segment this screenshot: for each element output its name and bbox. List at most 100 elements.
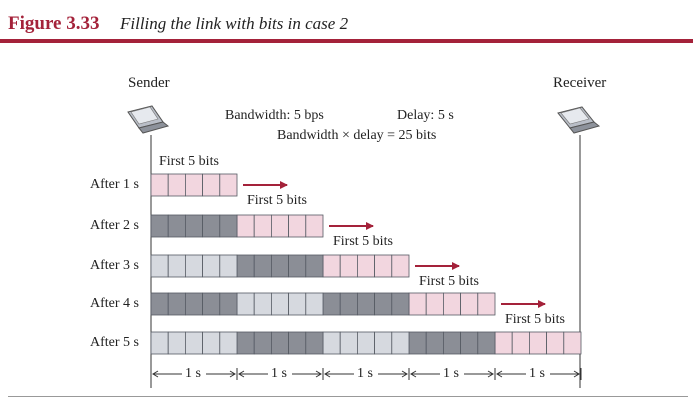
first-bits-label: First 5 bits — [159, 154, 219, 169]
sender-laptop-icon — [127, 105, 170, 134]
timeline-arrowhead — [229, 370, 236, 378]
bit-cell — [150, 331, 169, 355]
timeline-label: 1 s — [529, 366, 545, 381]
bit-cell — [219, 254, 238, 278]
timeline-label: 1 s — [271, 366, 287, 381]
bit-cell — [563, 331, 582, 355]
bit-cell — [408, 292, 427, 316]
timeline-arrowhead — [315, 370, 322, 378]
bit-cell — [408, 331, 427, 355]
timeline-label: 1 s — [443, 366, 459, 381]
bit-cell — [425, 331, 444, 355]
bandwidth-delay-product-label: Bandwidth × delay = 25 bits — [277, 128, 437, 143]
bit-cell — [356, 292, 375, 316]
bit-cell — [167, 331, 186, 355]
bit-cell — [202, 214, 221, 238]
first-bits-label: First 5 bits — [247, 193, 307, 208]
bit-cell — [184, 173, 203, 197]
bit-cell — [236, 254, 255, 278]
timeline-arrowhead — [496, 370, 503, 378]
header-rule — [0, 39, 693, 43]
timeline — [150, 368, 582, 380]
bit-cell — [270, 214, 289, 238]
bit-cell — [391, 331, 410, 355]
bit-cell — [322, 331, 341, 355]
bit-cell — [442, 292, 461, 316]
receiver-label: Receiver — [553, 75, 607, 91]
bit-cell — [442, 331, 461, 355]
bit-cell — [339, 292, 358, 316]
bit-cell — [236, 292, 255, 316]
bit-cell — [288, 331, 307, 355]
bit-cell — [167, 254, 186, 278]
bit-cell — [305, 292, 324, 316]
bit-cell — [305, 331, 324, 355]
bit-cell — [305, 254, 324, 278]
bit-cell — [494, 331, 513, 355]
delay-label: Delay: 5 s — [397, 108, 454, 123]
figure-label: Figure 3.33 — [8, 13, 100, 34]
bit-cell — [184, 331, 203, 355]
bit-cell — [253, 292, 272, 316]
bit-cell — [270, 254, 289, 278]
bit-cell — [356, 254, 375, 278]
sender-label: Sender — [128, 75, 170, 91]
bit-cell — [270, 331, 289, 355]
receiver-laptop-icon — [557, 106, 601, 134]
bit-cell — [219, 173, 238, 197]
bit-cell — [184, 292, 203, 316]
bit-cell — [202, 254, 221, 278]
row-after-4s — [150, 292, 496, 316]
timeline-label: 1 s — [185, 366, 201, 381]
bit-cell — [253, 254, 272, 278]
bit-cell — [322, 292, 341, 316]
bit-cell — [184, 214, 203, 238]
bit-cell — [460, 292, 479, 316]
bit-cell — [219, 292, 238, 316]
bit-cell — [339, 331, 358, 355]
bit-cell — [305, 214, 324, 238]
bit-cell — [374, 254, 393, 278]
first-bits-label: First 5 bits — [333, 234, 393, 249]
row-label: After 5 s — [90, 335, 139, 350]
bit-cell — [150, 173, 169, 197]
bit-cell — [288, 254, 307, 278]
bit-cell — [253, 331, 272, 355]
bit-cell — [219, 331, 238, 355]
timeline-arrowhead — [238, 370, 245, 378]
row-label: After 2 s — [90, 218, 139, 233]
bit-cell — [270, 292, 289, 316]
bit-cell — [546, 331, 565, 355]
bit-cell — [167, 173, 186, 197]
bit-cell — [374, 292, 393, 316]
bit-cell — [184, 254, 203, 278]
bit-cell — [511, 331, 530, 355]
bit-cell — [202, 292, 221, 316]
bit-cell — [391, 254, 410, 278]
bit-cell — [253, 214, 272, 238]
bit-cell — [167, 292, 186, 316]
bit-cell — [356, 331, 375, 355]
row-label: After 3 s — [90, 258, 139, 273]
bit-cell — [219, 214, 238, 238]
row-after-3s — [150, 254, 410, 278]
timeline-arrowhead — [152, 370, 159, 378]
row-after-2s — [150, 214, 324, 238]
first-bits-label: First 5 bits — [419, 274, 479, 289]
bandwidth-label: Bandwidth: 5 bps — [225, 108, 324, 123]
timeline-arrowhead — [401, 370, 408, 378]
row-label: After 4 s — [90, 296, 139, 311]
figure-header: Figure 3.33 Filling the link with bits i… — [0, 0, 693, 44]
timeline-arrowhead — [487, 370, 494, 378]
bit-cell — [460, 331, 479, 355]
figure-title: Filling the link with bits in case 2 — [120, 14, 349, 33]
bit-cell — [391, 292, 410, 316]
bit-cell — [288, 214, 307, 238]
timeline-label: 1 s — [357, 366, 373, 381]
bit-cell — [167, 214, 186, 238]
bit-cell — [477, 292, 496, 316]
bit-cell — [477, 331, 496, 355]
bit-cell — [236, 214, 255, 238]
footer-rule — [8, 396, 688, 397]
timeline-arrowhead — [573, 370, 580, 378]
